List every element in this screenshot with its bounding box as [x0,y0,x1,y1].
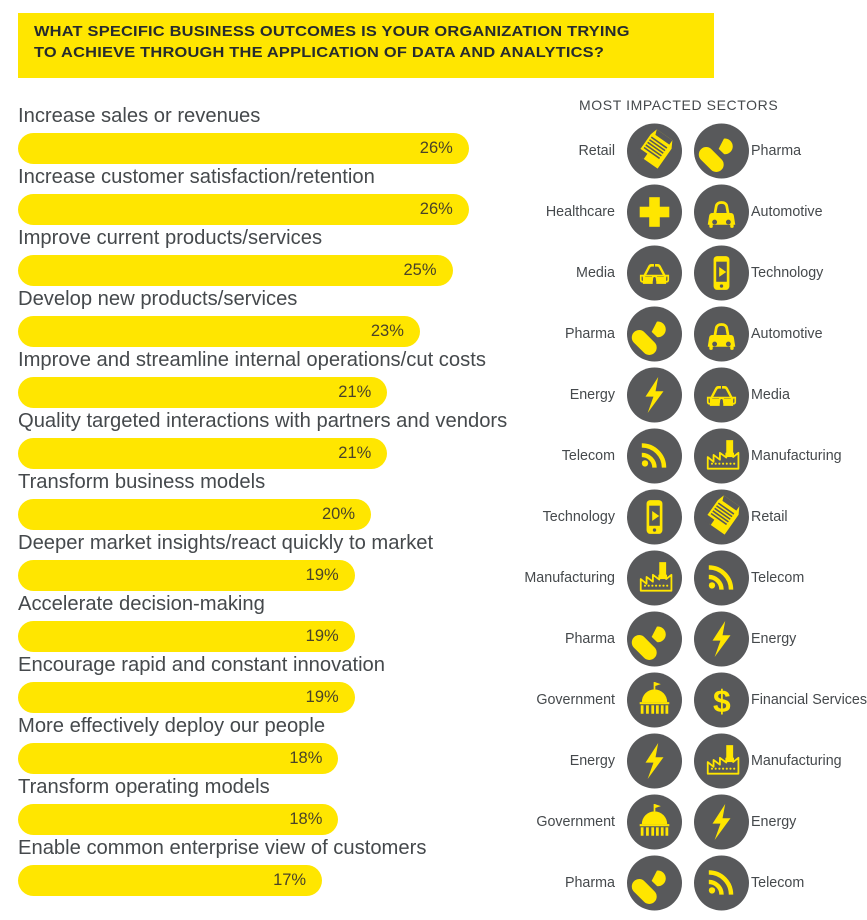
svg-text:$: $ [713,683,731,719]
